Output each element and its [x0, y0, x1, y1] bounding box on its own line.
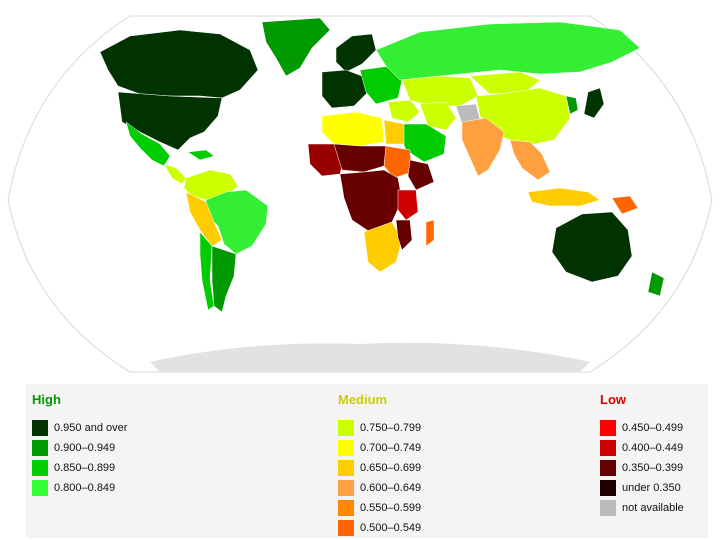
region-canada[interactable] — [99, 29, 259, 99]
legend-item-medium-5: 0.500–0.549 — [338, 518, 421, 538]
legend-label: 0.500–0.549 — [360, 522, 422, 534]
legend-swatch — [32, 460, 48, 476]
legend-swatch — [600, 440, 616, 456]
legend: High 0.950 and over 0.900–0.949 0.850–0.89… — [26, 384, 708, 538]
world-map-svg — [7, 15, 713, 373]
region-north-africa[interactable] — [321, 111, 385, 147]
region-southern-africa[interactable] — [363, 221, 403, 273]
region-mozambique[interactable] — [395, 219, 413, 251]
legend-item-medium-0: 0.750–0.799 — [338, 418, 421, 438]
region-japan[interactable] — [583, 87, 605, 119]
region-madagascar[interactable] — [425, 219, 435, 247]
legend-label: 0.800–0.849 — [54, 482, 116, 494]
legend-label: under 0.350 — [622, 482, 681, 494]
legend-swatch — [338, 480, 354, 496]
region-argentina[interactable] — [211, 245, 237, 313]
region-australia[interactable] — [551, 211, 633, 283]
legend-label: not available — [622, 502, 684, 514]
region-new-zealand[interactable] — [647, 271, 665, 297]
legend-label: 0.550–0.599 — [360, 502, 422, 514]
region-andes[interactable] — [185, 191, 223, 247]
world-map — [7, 15, 713, 373]
legend-swatch — [32, 420, 48, 436]
legend-item-medium-4: 0.550–0.599 — [338, 498, 421, 518]
legend-item-low-4: not available — [600, 498, 684, 518]
region-western-europe[interactable] — [321, 69, 369, 109]
legend-label: 0.400–0.449 — [622, 442, 684, 454]
legend-item-high-1: 0.900–0.949 — [32, 438, 127, 458]
region-sahel[interactable] — [333, 143, 387, 173]
legend-label: 0.650–0.699 — [360, 462, 422, 474]
region-sudan[interactable] — [383, 145, 413, 179]
legend-label: 0.700–0.749 — [360, 442, 422, 454]
region-east-africa[interactable] — [397, 189, 419, 221]
legend-swatch — [338, 440, 354, 456]
legend-label: 0.900–0.949 — [54, 442, 116, 454]
legend-item-high-2: 0.850–0.899 — [32, 458, 127, 478]
legend-label: 0.850–0.899 — [54, 462, 116, 474]
region-png[interactable] — [611, 195, 639, 215]
legend-heading-low: Low — [600, 392, 626, 407]
legend-heading-high: High — [32, 392, 61, 407]
region-ethiopia[interactable] — [407, 159, 435, 191]
legend-low-column: Low 0.450–0.499 0.400–0.449 0.350–0.399 und… — [600, 392, 684, 518]
region-indonesia[interactable] — [527, 187, 601, 207]
legend-swatch — [32, 480, 48, 496]
legend-swatch — [600, 480, 616, 496]
legend-item-medium-2: 0.650–0.699 — [338, 458, 421, 478]
region-greenland[interactable] — [261, 17, 331, 77]
legend-item-medium-3: 0.600–0.649 — [338, 478, 421, 498]
region-caribbean[interactable] — [187, 149, 215, 161]
region-antarctica — [150, 342, 590, 372]
legend-item-high-3: 0.800–0.849 — [32, 478, 127, 498]
legend-medium-column: Medium 0.750–0.799 0.700–0.749 0.650–0.699… — [338, 392, 421, 538]
legend-high-column: High 0.950 and over 0.900–0.949 0.850–0.89… — [32, 392, 127, 498]
region-central-africa[interactable] — [339, 169, 403, 233]
legend-item-high-0: 0.950 and over — [32, 418, 127, 438]
region-india[interactable] — [461, 117, 505, 177]
region-central-america[interactable] — [163, 163, 187, 185]
legend-swatch — [600, 420, 616, 436]
region-egypt[interactable] — [383, 119, 405, 145]
legend-item-medium-1: 0.700–0.749 — [338, 438, 421, 458]
region-korea[interactable] — [565, 95, 579, 115]
legend-swatch — [600, 500, 616, 516]
region-middle-east[interactable] — [387, 99, 421, 123]
legend-swatch — [338, 520, 354, 536]
legend-label: 0.600–0.649 — [360, 482, 422, 494]
region-southeast-asia[interactable] — [509, 139, 551, 181]
legend-swatch — [338, 460, 354, 476]
legend-item-low-1: 0.400–0.449 — [600, 438, 684, 458]
region-iran[interactable] — [419, 101, 457, 131]
legend-item-low-2: 0.350–0.399 — [600, 458, 684, 478]
region-chile[interactable] — [199, 231, 215, 311]
legend-swatch — [338, 420, 354, 436]
legend-swatch — [32, 440, 48, 456]
legend-label: 0.950 and over — [54, 422, 128, 434]
legend-item-low-0: 0.450–0.499 — [600, 418, 684, 438]
legend-label: 0.750–0.799 — [360, 422, 422, 434]
legend-item-low-3: under 0.350 — [600, 478, 684, 498]
region-central-asia[interactable] — [401, 75, 479, 107]
legend-swatch — [600, 460, 616, 476]
region-scandinavia[interactable] — [335, 33, 377, 73]
legend-label: 0.350–0.399 — [622, 462, 684, 474]
legend-label: 0.450–0.499 — [622, 422, 684, 434]
region-mongolia[interactable] — [469, 71, 541, 95]
region-mexico[interactable] — [125, 121, 171, 167]
legend-heading-medium: Medium — [338, 392, 388, 407]
legend-swatch — [338, 500, 354, 516]
